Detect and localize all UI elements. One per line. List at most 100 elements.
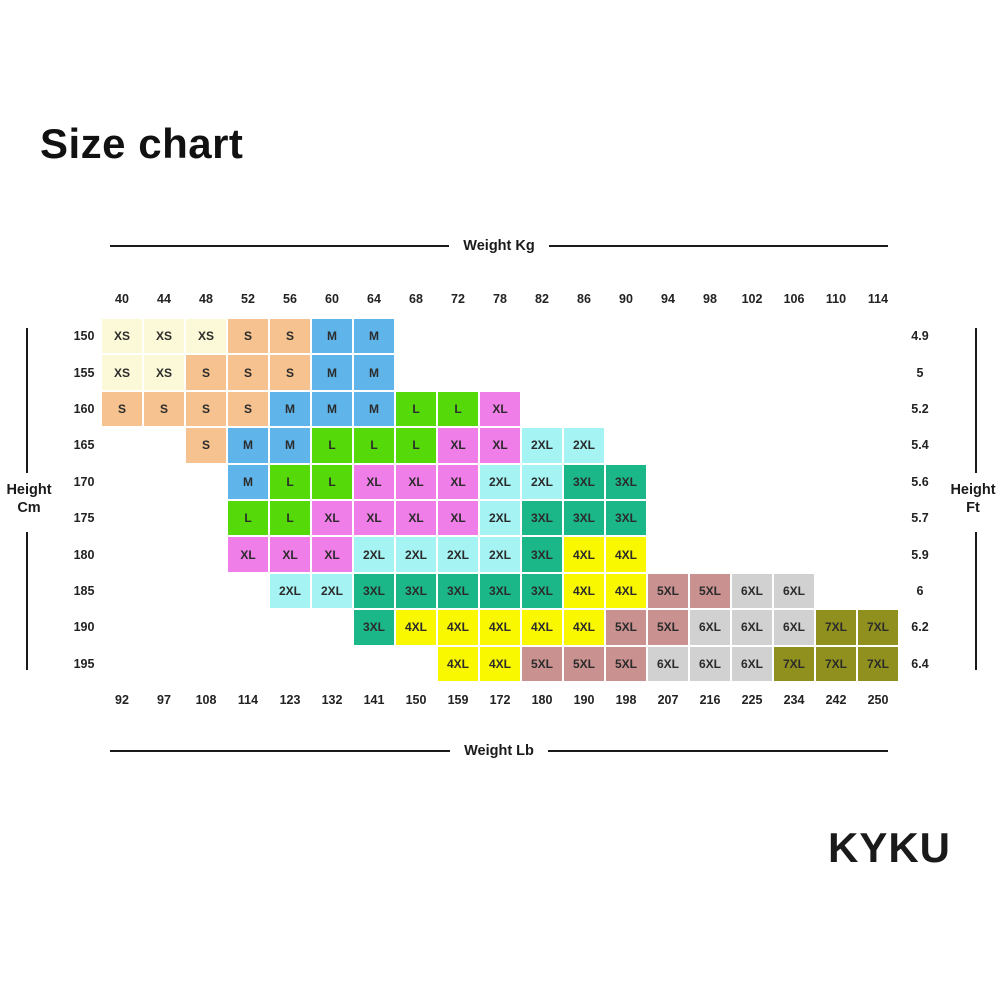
size-cell: 4XL: [480, 610, 520, 645]
size-cell: 4XL: [606, 573, 646, 609]
empty-cell: [816, 355, 856, 389]
empty-cell: [396, 647, 436, 681]
kg-tick-labels: 40 44 48 52 56 60 64 68 72 78 82 86 90 94 98 102 106 110 1…: [101, 292, 899, 306]
size-cell: S: [186, 428, 226, 463]
size-cell: 2XL: [270, 573, 310, 609]
size-cell: 3XL: [396, 573, 436, 609]
size-cell: 5XL: [648, 610, 688, 645]
cm-tick: 165: [73, 438, 95, 453]
empty-cell: [186, 537, 226, 571]
size-cell: S: [228, 391, 268, 427]
lb-tick: 180: [531, 693, 553, 707]
empty-cell: [228, 647, 268, 681]
cm-tick: 170: [73, 474, 95, 489]
empty-cell: [144, 610, 184, 644]
size-cell: 5XL: [564, 646, 604, 681]
empty-cell: [732, 428, 772, 462]
empty-cell: [606, 319, 646, 353]
size-cell: S: [228, 319, 268, 354]
size-cell: 3XL: [564, 500, 604, 536]
size-cell: L: [228, 500, 268, 536]
empty-cell: [858, 574, 898, 608]
empty-cell: [102, 465, 142, 499]
height-ft-label: Height Ft: [944, 481, 1002, 517]
size-cell: 3XL: [564, 464, 604, 499]
size-cell: 3XL: [438, 573, 478, 609]
height-ft-axis-line: [975, 328, 977, 473]
size-cell: 6XL: [774, 610, 814, 645]
empty-cell: [144, 465, 184, 499]
lb-tick: 159: [447, 693, 469, 707]
size-cell: 6XL: [732, 573, 772, 609]
lb-tick: 92: [115, 693, 129, 707]
cm-tick: 195: [73, 656, 95, 671]
size-cell: 4XL: [564, 537, 604, 572]
empty-cell: [690, 319, 730, 353]
empty-cell: [648, 465, 688, 499]
cm-tick: 180: [73, 547, 95, 562]
empty-cell: [816, 574, 856, 608]
size-cell: 3XL: [522, 500, 562, 536]
size-cell: XL: [438, 428, 478, 463]
height-cm-label-line1: Height: [6, 482, 52, 498]
empty-cell: [396, 355, 436, 389]
empty-cell: [144, 537, 184, 571]
size-cell: XS: [186, 319, 226, 354]
empty-cell: [774, 428, 814, 462]
size-cell: 7XL: [858, 646, 898, 681]
lb-tick: 97: [157, 693, 171, 707]
empty-cell: [228, 574, 268, 608]
size-cell: 2XL: [354, 537, 394, 572]
lb-tick: 172: [489, 693, 511, 707]
empty-cell: [690, 355, 730, 389]
kg-tick: 72: [451, 292, 465, 306]
empty-cell: [522, 319, 562, 353]
size-cell: 6XL: [690, 646, 730, 681]
empty-cell: [648, 392, 688, 426]
empty-cell: [732, 319, 772, 353]
height-cm-axis-line: [26, 532, 28, 670]
size-cell: 6XL: [648, 646, 688, 681]
size-cell: 2XL: [396, 537, 436, 572]
empty-cell: [690, 501, 730, 535]
size-cell: 3XL: [480, 573, 520, 609]
size-cell: 2XL: [522, 464, 562, 499]
page-title: Size chart: [40, 120, 244, 167]
size-cell: 4XL: [480, 646, 520, 681]
size-grid: XS XS XS S S M M XS XS S S S M M S S S S M M M L L XL S M M L L L XL XL…: [102, 319, 898, 681]
size-cell: L: [312, 428, 352, 463]
empty-cell: [396, 319, 436, 353]
size-cell: 6XL: [732, 610, 772, 645]
empty-cell: [816, 319, 856, 353]
size-cell: L: [396, 428, 436, 463]
kg-tick: 90: [619, 292, 633, 306]
empty-cell: [858, 465, 898, 499]
axis-line: [547, 750, 888, 752]
size-cell: 5XL: [648, 573, 688, 609]
empty-cell: [144, 647, 184, 681]
empty-cell: [102, 537, 142, 571]
ft-tick: 6.2: [911, 620, 929, 635]
empty-cell: [774, 355, 814, 389]
size-cell: 5XL: [606, 646, 646, 681]
kg-tick: 110: [825, 292, 847, 306]
kg-tick: 60: [325, 292, 339, 306]
lb-tick: 114: [237, 693, 259, 707]
ft-tick: 5.7: [911, 511, 929, 526]
lb-tick: 150: [405, 693, 427, 707]
size-cell: XS: [102, 319, 142, 354]
axis-line: [110, 245, 450, 247]
size-cell: S: [270, 319, 310, 354]
lb-tick: 242: [825, 693, 847, 707]
size-cell: 3XL: [606, 500, 646, 536]
size-cell: 4XL: [564, 573, 604, 609]
size-cell: XL: [354, 500, 394, 536]
empty-cell: [858, 428, 898, 462]
lb-tick: 198: [615, 693, 637, 707]
size-cell: S: [186, 355, 226, 390]
size-cell: XS: [144, 355, 184, 390]
kg-tick: 68: [409, 292, 423, 306]
empty-cell: [816, 465, 856, 499]
size-cell: 2XL: [480, 464, 520, 499]
empty-cell: [858, 355, 898, 389]
